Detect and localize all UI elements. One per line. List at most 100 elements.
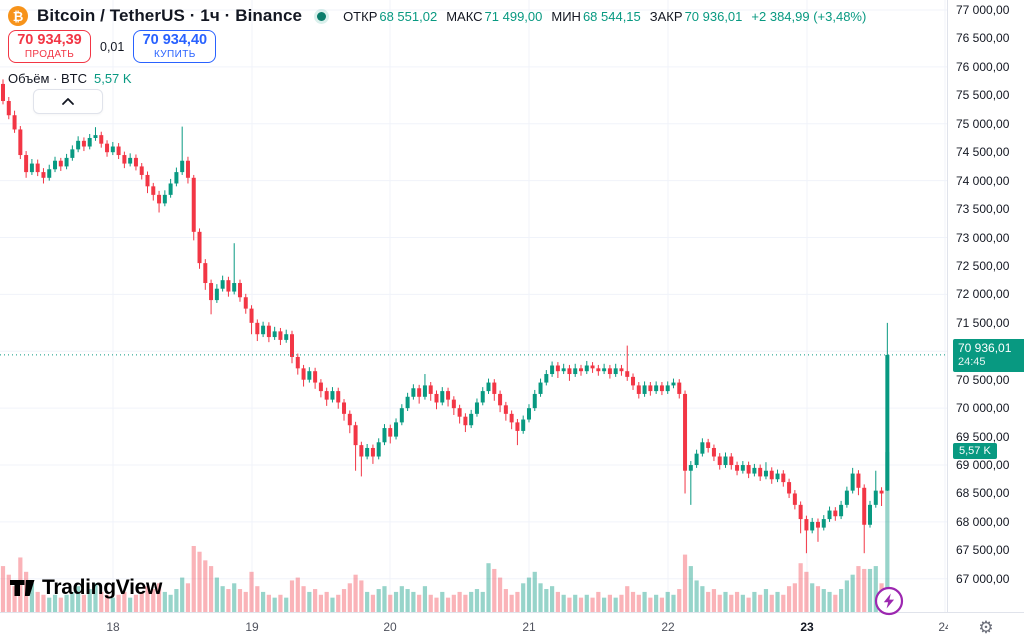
volume-bar: [463, 594, 468, 612]
candle-body: [203, 263, 208, 284]
volume-bar: [220, 586, 225, 612]
volume-bar: [451, 594, 456, 612]
price-change: +2 384,99 (+3,48%): [751, 8, 867, 24]
time-axis-label: 22: [661, 620, 675, 634]
price-axis-label: 70 500,00: [956, 372, 1010, 387]
volume-bar: [781, 594, 786, 612]
volume-bar: [411, 591, 416, 612]
time-axis[interactable]: 24 23 22 21 20 19 18 ⚙: [0, 612, 1024, 640]
volume-bar: [295, 577, 300, 612]
volume-bar: [665, 591, 670, 612]
candle-body: [81, 140, 86, 147]
volume-bar: [694, 580, 699, 612]
volume-bar: [6, 574, 11, 612]
candle-body: [833, 510, 838, 517]
candle-body: [486, 382, 491, 392]
volume-bar: [174, 589, 179, 612]
volume-bar: [29, 583, 34, 612]
volume-bar: [729, 594, 734, 612]
volume-bar: [839, 589, 844, 612]
time-axis-label: 19: [245, 620, 259, 634]
candlestick-chart[interactable]: [0, 0, 947, 612]
volume-bar: [561, 594, 566, 612]
volume-value-badge: 5,57 K: [953, 443, 997, 460]
volume-bar: [405, 589, 410, 612]
candle-body: [798, 504, 803, 520]
time-axis-label: 21: [522, 620, 536, 634]
volume-bar: [434, 597, 439, 612]
axis-corner: ⚙: [948, 613, 1024, 640]
volume-bar: [35, 591, 40, 612]
candle-body: [214, 288, 219, 301]
candle-body: [503, 405, 508, 414]
sell-button[interactable]: 70 934,39 ПРОДАТЬ: [8, 30, 91, 63]
candle-body: [12, 115, 17, 130]
candle-body: [480, 391, 485, 403]
volume-bar: [602, 597, 607, 612]
volume-bar: [867, 568, 873, 612]
bar-countdown: 24:45: [958, 355, 986, 368]
candle-body: [330, 391, 335, 400]
symbol-title[interactable]: Bitcoin / TetherUS · 1ч · Binance: [37, 6, 303, 25]
volume-bar: [307, 591, 312, 612]
volume-bar: [214, 577, 219, 612]
volume-bar: [844, 580, 849, 612]
last-price: 70 936,01: [958, 340, 1012, 355]
candle-body: [220, 280, 225, 289]
price-axis-label: 73 500,00: [956, 202, 1010, 217]
price-axis-label: 68 500,00: [956, 486, 1010, 501]
market-status-icon[interactable]: [317, 11, 327, 21]
candle-body: [353, 425, 358, 446]
candle-body: [197, 231, 202, 264]
candle-body: [168, 183, 173, 195]
candle-body: [763, 470, 768, 477]
buy-price: 70 934,40: [142, 32, 208, 49]
price-axis[interactable]: 70 936,01 24:45 5,57 K 77 000,00 76 500,0…: [947, 0, 1024, 612]
instant-trading-button[interactable]: [874, 586, 904, 616]
price-axis-label: 74 500,00: [956, 145, 1010, 160]
volume-bar: [584, 594, 589, 612]
buy-button[interactable]: 70 934,40 КУПИТЬ: [133, 30, 217, 63]
high-value: 71 499,00: [484, 8, 543, 24]
candle-body: [422, 385, 427, 397]
volume-bar: [284, 597, 289, 612]
tradingview-logo[interactable]: TradingView: [10, 576, 162, 600]
volume-bar: [81, 594, 87, 612]
volume-bar: [359, 580, 364, 612]
price-axis-label: 70 000,00: [956, 401, 1010, 416]
candle-body: [735, 465, 740, 471]
candle-body: [266, 325, 271, 338]
pane-collapse-button[interactable]: [33, 89, 103, 114]
candle-body: [139, 166, 144, 175]
volume-bar: [116, 594, 121, 612]
volume-bar: [642, 591, 647, 612]
volume-bar: [682, 554, 688, 612]
volume-indicator-legend[interactable]: Объём · BTC 5,57 K: [8, 71, 132, 86]
candle-body: [665, 385, 670, 392]
volume-bar: [87, 589, 92, 612]
volume-bar: [133, 594, 139, 612]
volume-bar: [422, 586, 428, 612]
candle-body: [509, 413, 514, 423]
volume-bar: [104, 594, 110, 612]
candle-body: [41, 172, 46, 178]
candle-body: [58, 160, 63, 167]
chevron-up-icon: [62, 98, 74, 105]
volume-bar: [417, 594, 422, 612]
volume-bar: [162, 591, 167, 612]
gear-icon[interactable]: ⚙: [978, 617, 994, 637]
candle-body: [607, 368, 612, 375]
volume-bar: [630, 591, 636, 612]
volume-bar: [740, 594, 745, 612]
volume-bar: [723, 591, 728, 612]
volume-bar: [619, 594, 624, 612]
volume-bar: [515, 591, 520, 612]
buy-label: КУПИТЬ: [153, 49, 196, 61]
candle-body: [844, 490, 849, 505]
candle-body: [515, 422, 520, 431]
volume-bar: [810, 583, 815, 612]
volume-bar: [474, 589, 480, 612]
volume-bar: [243, 591, 248, 612]
low-label: МИН: [551, 8, 581, 24]
volume-bar: [128, 597, 133, 612]
